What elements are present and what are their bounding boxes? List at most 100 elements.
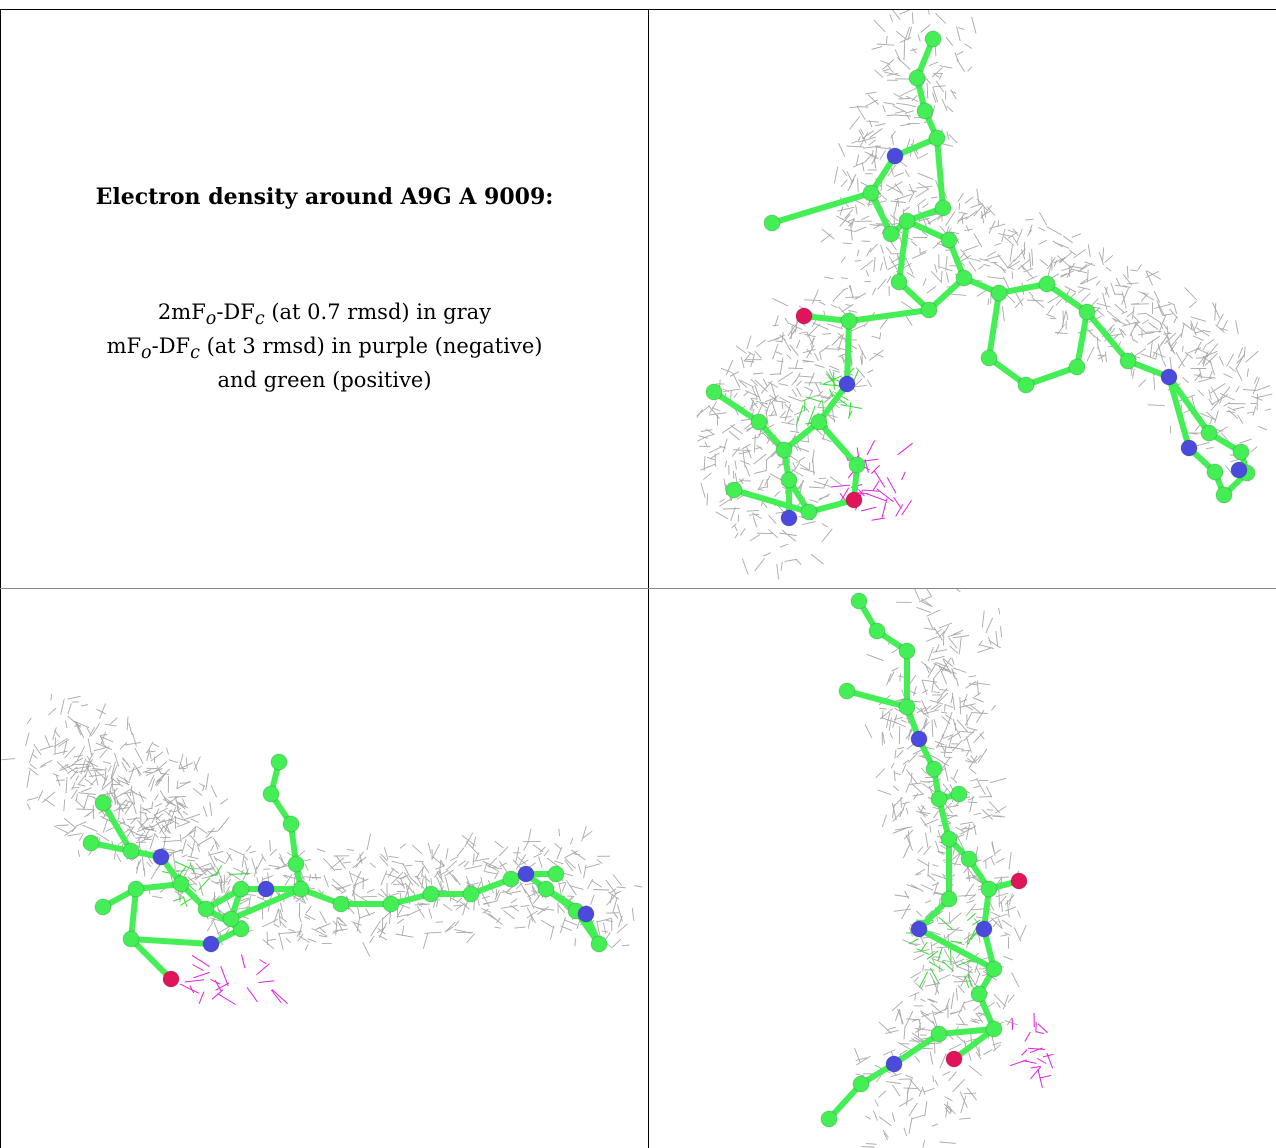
- mesh-2fofc-tail-strand: [95, 742, 113, 751]
- mesh-2fofc-strand: [899, 10, 911, 15]
- mesh-2fofc-strand: [887, 72, 899, 76]
- mesh-2fofc-tail-strand: [152, 743, 160, 748]
- mesh-2fofc-strand: [854, 226, 867, 233]
- mesh-2fofc-strand: [864, 724, 873, 739]
- mesh-2fofc-strand: [558, 828, 561, 837]
- mesh-2fofc-strand: [906, 114, 911, 121]
- mesh-2fofc-strand: [449, 856, 459, 862]
- mesh-negative-strand: [214, 980, 222, 992]
- mesh-2fofc-strand: [976, 709, 985, 723]
- mesh-2fofc-strand: [612, 911, 619, 919]
- mesh-2fofc-strand: [949, 1011, 958, 1014]
- mesh-2fofc-tail-strand: [75, 722, 82, 736]
- mesh-2fofc-strand: [315, 922, 331, 931]
- mesh-2fofc-tail-strand: [75, 722, 85, 739]
- mesh-2fofc-strand: [1061, 267, 1072, 272]
- mesh-2fofc-strand: [976, 779, 986, 795]
- mesh-2fofc-strand: [1173, 316, 1178, 324]
- mesh-2fofc-tail-strand: [60, 698, 65, 715]
- mesh-2fofc-strand: [404, 864, 413, 867]
- mesh-2fofc-strand: [416, 866, 425, 878]
- mesh-2fofc-strand: [991, 704, 996, 711]
- mesh-negative-strand: [873, 470, 886, 488]
- mesh-2fofc-strand: [949, 912, 962, 923]
- mesh-2fofc-strand: [1140, 292, 1149, 302]
- ligand-end-bond: [936, 1026, 997, 1037]
- mesh-2fofc-lower-strand: [760, 380, 773, 394]
- mesh-2fofc-strand: [922, 203, 929, 209]
- ligand-front-atom-nitrogen: [886, 147, 904, 165]
- mesh-2fofc-lower-strand: [739, 381, 748, 388]
- ligand-front-atom-carbon: [940, 231, 958, 249]
- mesh-2fofc-strand: [915, 873, 922, 876]
- mesh-2fofc-strand: [878, 1090, 887, 1098]
- mesh-2fofc-strand: [1210, 386, 1220, 402]
- mesh-2fofc-tail-strand: [94, 769, 99, 786]
- mesh-2fofc-strand: [74, 799, 85, 809]
- mesh-2fofc-strand: [1138, 379, 1147, 388]
- mesh-2fofc-strand: [956, 212, 966, 224]
- mesh-2fofc-strand: [298, 914, 302, 923]
- mesh-2fofc-tail-strand: [179, 834, 182, 843]
- mesh-2fofc-tail-strand: [134, 747, 144, 764]
- ligand-side-atom-carbon: [422, 885, 440, 903]
- mesh-2fofc-strand: [187, 859, 196, 862]
- mesh-2fofc-strand: [311, 928, 328, 937]
- mesh-2fofc-strand: [78, 792, 96, 795]
- mesh-2fofc-strand: [390, 867, 400, 874]
- mesh-2fofc-strand: [414, 903, 431, 906]
- mesh-2fofc-strand: [1164, 332, 1177, 345]
- mesh-2fofc-strand: [949, 783, 954, 791]
- mesh-2fofc-strand: [948, 1043, 962, 1051]
- mesh-2fofc-strand: [939, 1053, 947, 1069]
- mesh-2fofc-lower-strand: [743, 352, 752, 362]
- mesh-2fofc-strand: [922, 964, 924, 972]
- mesh-2fofc-strand: [554, 860, 564, 865]
- mesh-2fofc-strand: [395, 933, 414, 938]
- mesh-2fofc-lower-strand: [772, 297, 789, 307]
- mesh-2fofc-strand: [500, 890, 511, 894]
- mesh-2fofc-lower-strand: [767, 337, 780, 343]
- mesh-2fofc-lower-strand: [741, 558, 749, 575]
- mesh-2fofc-strand: [921, 1086, 926, 1095]
- mesh-2fofc-strand: [267, 905, 270, 913]
- mesh-2fofc-strand: [102, 761, 111, 764]
- mesh-2fofc-strand: [1207, 339, 1215, 345]
- ligand-front-atom-carbon: [1038, 275, 1056, 293]
- mesh-2fofc-strand: [956, 26, 961, 42]
- mesh-2fofc-strand: [167, 809, 172, 816]
- mesh-2fofc-strand: [1039, 258, 1049, 267]
- mesh-2fofc-lower-strand: [778, 383, 789, 387]
- mesh-2fofc-strand: [1133, 321, 1147, 334]
- mesh-2fofc-strand: [116, 854, 122, 863]
- mesh-2fofc-strand: [353, 884, 355, 894]
- mesh-2fofc-strand: [143, 830, 149, 840]
- mesh-2fofc-strand: [304, 944, 309, 951]
- mesh-2fofc-strand: [966, 1087, 977, 1101]
- mesh-2fofc-strand: [76, 808, 95, 811]
- ligand-end-bond: [916, 926, 997, 972]
- mesh-2fofc-strand: [1000, 901, 1004, 912]
- mesh-2fofc-strand: [964, 932, 976, 944]
- mesh-2fofc-strand: [962, 999, 976, 1004]
- mesh-2fofc-strand: [558, 881, 566, 885]
- mesh-2fofc-strand: [895, 110, 905, 114]
- mesh-2fofc-strand: [1070, 268, 1088, 274]
- mesh-2fofc-tail-strand: [192, 787, 203, 796]
- mesh-2fofc-tail-strand: [168, 796, 186, 798]
- mesh-2fofc-strand: [278, 932, 284, 950]
- mesh-2fofc-strand: [905, 782, 911, 793]
- mesh-negative-strand: [192, 964, 204, 972]
- mesh-2fofc-strand: [446, 926, 454, 932]
- mesh-2fofc-strand: [583, 864, 587, 879]
- mesh-2fofc-strand: [956, 58, 966, 72]
- mesh-2fofc-strand: [916, 706, 930, 718]
- mesh-2fofc-strand: [495, 888, 498, 898]
- ligand-front-atom-carbon: [800, 503, 818, 521]
- mesh-2fofc-strand: [871, 45, 883, 50]
- mesh-2fofc-strand: [940, 743, 946, 753]
- mesh-2fofc-strand: [494, 926, 501, 929]
- mesh-2fofc-strand: [911, 783, 923, 795]
- ligand-front-bond: [1023, 364, 1080, 388]
